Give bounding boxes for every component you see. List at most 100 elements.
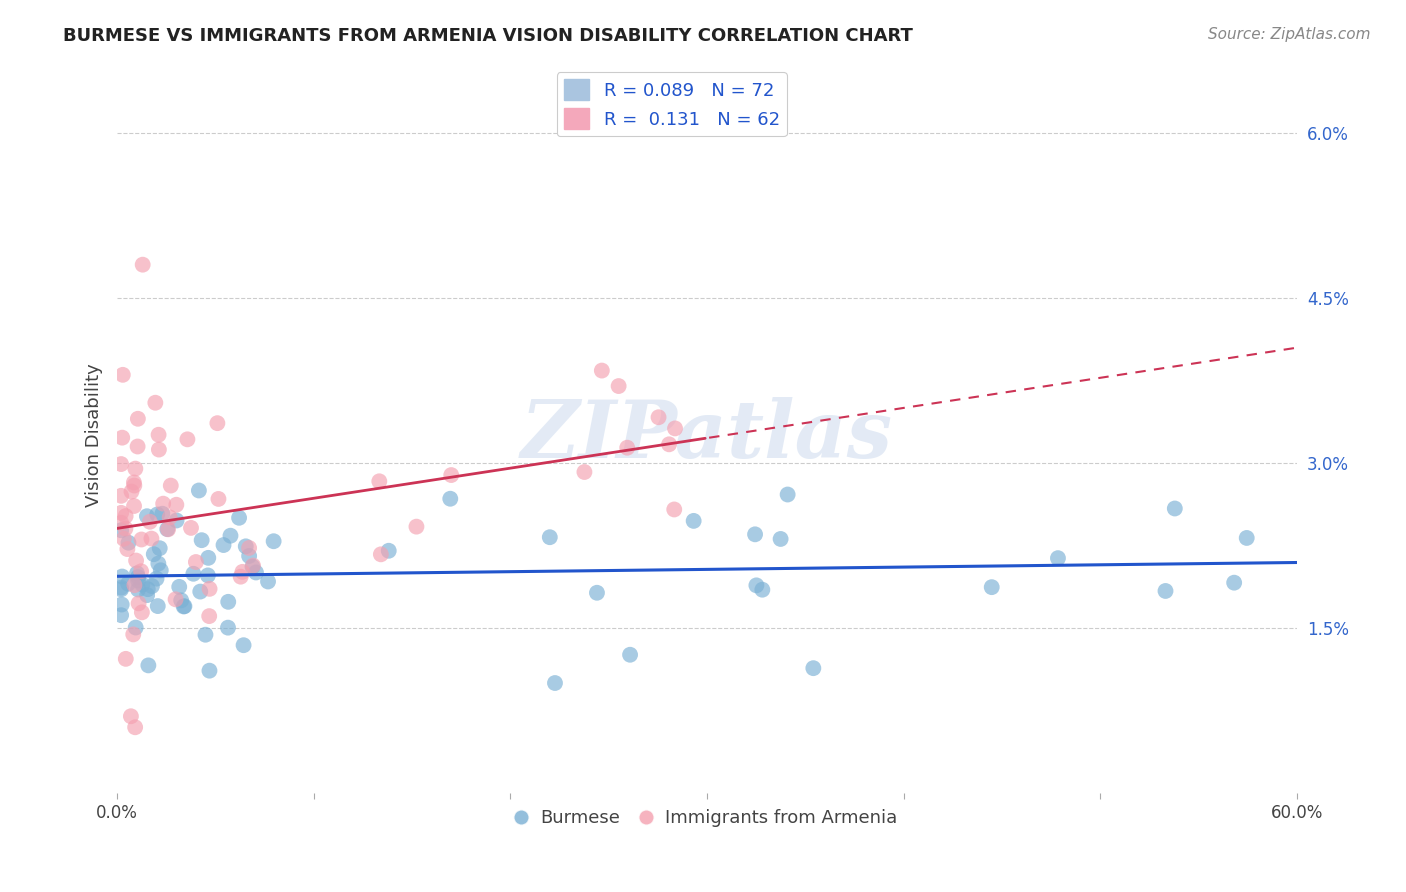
Point: [538, 530, 561, 544]
Point: [136, 582, 159, 596]
Point: [229, 569, 252, 583]
Point: [117, 542, 139, 557]
Point: [368, 475, 391, 489]
Point: [148, 557, 170, 571]
Point: [190, 533, 212, 548]
Point: [370, 547, 392, 561]
Point: [114, 652, 136, 666]
Point: [232, 638, 254, 652]
Point: [219, 529, 242, 543]
Point: [141, 532, 163, 546]
Point: [111, 368, 134, 382]
Point: [127, 570, 149, 584]
Point: [111, 431, 134, 445]
Point: [238, 549, 260, 563]
Point: [217, 621, 239, 635]
Point: [131, 605, 153, 619]
Point: [125, 566, 148, 581]
Point: [1223, 575, 1246, 590]
Point: [776, 487, 799, 501]
Point: [143, 395, 166, 409]
Point: [377, 543, 399, 558]
Point: [173, 599, 195, 614]
Point: [751, 582, 773, 597]
Point: [148, 427, 170, 442]
Point: [110, 523, 132, 537]
Point: [664, 502, 686, 516]
Point: [242, 558, 264, 573]
Point: [124, 720, 146, 734]
Point: [111, 569, 134, 583]
Point: [124, 478, 146, 492]
Point: [165, 498, 187, 512]
Point: [198, 664, 221, 678]
Point: [127, 411, 149, 425]
Point: [586, 586, 609, 600]
Point: [131, 258, 153, 272]
Point: [124, 578, 146, 592]
Point: [112, 532, 135, 546]
Point: [194, 628, 217, 642]
Point: [198, 609, 221, 624]
Point: [173, 599, 195, 614]
Point: [664, 421, 686, 435]
Point: [159, 510, 181, 524]
Point: [544, 676, 567, 690]
Point: [125, 621, 148, 635]
Point: [136, 509, 159, 524]
Point: [207, 491, 229, 506]
Point: [122, 475, 145, 490]
Point: [138, 658, 160, 673]
Point: [769, 532, 792, 546]
Point: [110, 516, 132, 530]
Point: [198, 582, 221, 596]
Point: [129, 564, 152, 578]
Legend: Burmese, Immigrants from Armenia: Burmese, Immigrants from Armenia: [509, 802, 904, 834]
Point: [110, 608, 132, 623]
Point: [152, 497, 174, 511]
Point: [146, 599, 169, 613]
Point: [619, 648, 641, 662]
Point: [263, 534, 285, 549]
Point: [120, 709, 142, 723]
Text: BURMESE VS IMMIGRANTS FROM ARMENIA VISION DISABILITY CORRELATION CHART: BURMESE VS IMMIGRANTS FROM ARMENIA VISIO…: [63, 27, 912, 45]
Point: [127, 440, 149, 454]
Point: [167, 580, 190, 594]
Point: [607, 379, 630, 393]
Point: [141, 579, 163, 593]
Point: [1164, 501, 1187, 516]
Point: [801, 661, 824, 675]
Point: [235, 539, 257, 553]
Point: [616, 441, 638, 455]
Point: [440, 468, 463, 483]
Point: [127, 582, 149, 597]
Point: [111, 598, 134, 612]
Point: [184, 555, 207, 569]
Point: [131, 577, 153, 591]
Point: [157, 522, 180, 536]
Point: [139, 515, 162, 529]
Point: [110, 506, 132, 520]
Point: [150, 507, 173, 521]
Point: [146, 508, 169, 522]
Y-axis label: Vision Disability: Vision Disability: [86, 364, 103, 508]
Point: [127, 574, 149, 588]
Point: [128, 596, 150, 610]
Point: [745, 578, 768, 592]
Point: [110, 489, 132, 503]
Point: [122, 499, 145, 513]
Point: [142, 547, 165, 561]
Point: [183, 566, 205, 581]
Point: [117, 535, 139, 549]
Point: [1046, 551, 1069, 566]
Point: [188, 584, 211, 599]
Point: [591, 363, 613, 377]
Point: [682, 514, 704, 528]
Point: [136, 588, 159, 602]
Point: [156, 522, 179, 536]
Point: [231, 565, 253, 579]
Point: [131, 533, 153, 547]
Point: [124, 461, 146, 475]
Point: [180, 521, 202, 535]
Text: ZIPatlas: ZIPatlas: [522, 397, 893, 475]
